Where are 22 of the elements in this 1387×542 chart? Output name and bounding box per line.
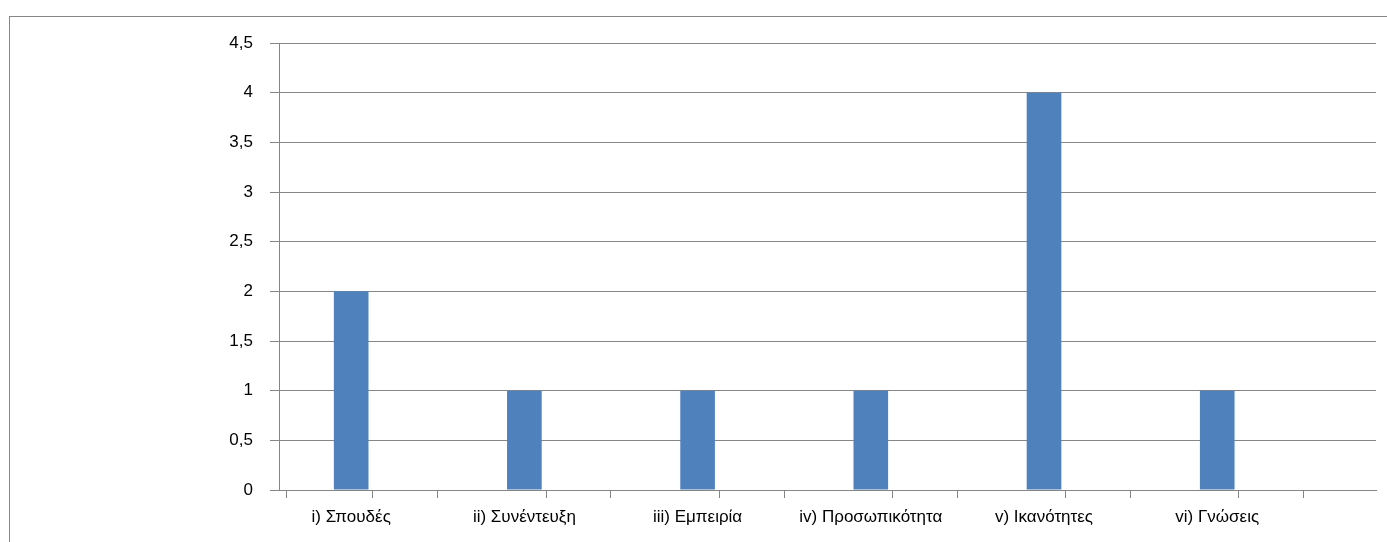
bar	[853, 390, 889, 490]
y-tick-label: 0	[243, 479, 253, 499]
bar	[1199, 390, 1235, 490]
x-tick-label: ii) Συνέντευξη	[472, 506, 576, 526]
x-tick-label: v) Ικανότητες	[994, 506, 1094, 526]
y-tick-label: 2	[243, 281, 253, 301]
bar	[507, 390, 542, 490]
y-tick-label: 4,5	[229, 32, 253, 52]
y-tick-label: 4	[243, 82, 253, 102]
bar	[333, 291, 369, 490]
y-tick-label: 2,5	[229, 231, 253, 251]
y-tick-label: 3	[243, 181, 253, 201]
y-tick-label: 3,5	[229, 132, 253, 152]
y-tick-label: 1	[243, 380, 253, 400]
x-tick-label: vi) Γνώσεις	[1175, 506, 1260, 526]
x-tick-label: iv) Προσωπικότητα	[799, 506, 943, 526]
bar	[680, 390, 715, 490]
x-tick-label: iii) Εμπειρία	[652, 506, 743, 526]
y-tick-label: 1,5	[229, 330, 253, 350]
bar	[1026, 92, 1062, 490]
x-tick-label: i) Σπουδές	[311, 506, 391, 526]
y-tick-label: 0,5	[229, 430, 253, 450]
